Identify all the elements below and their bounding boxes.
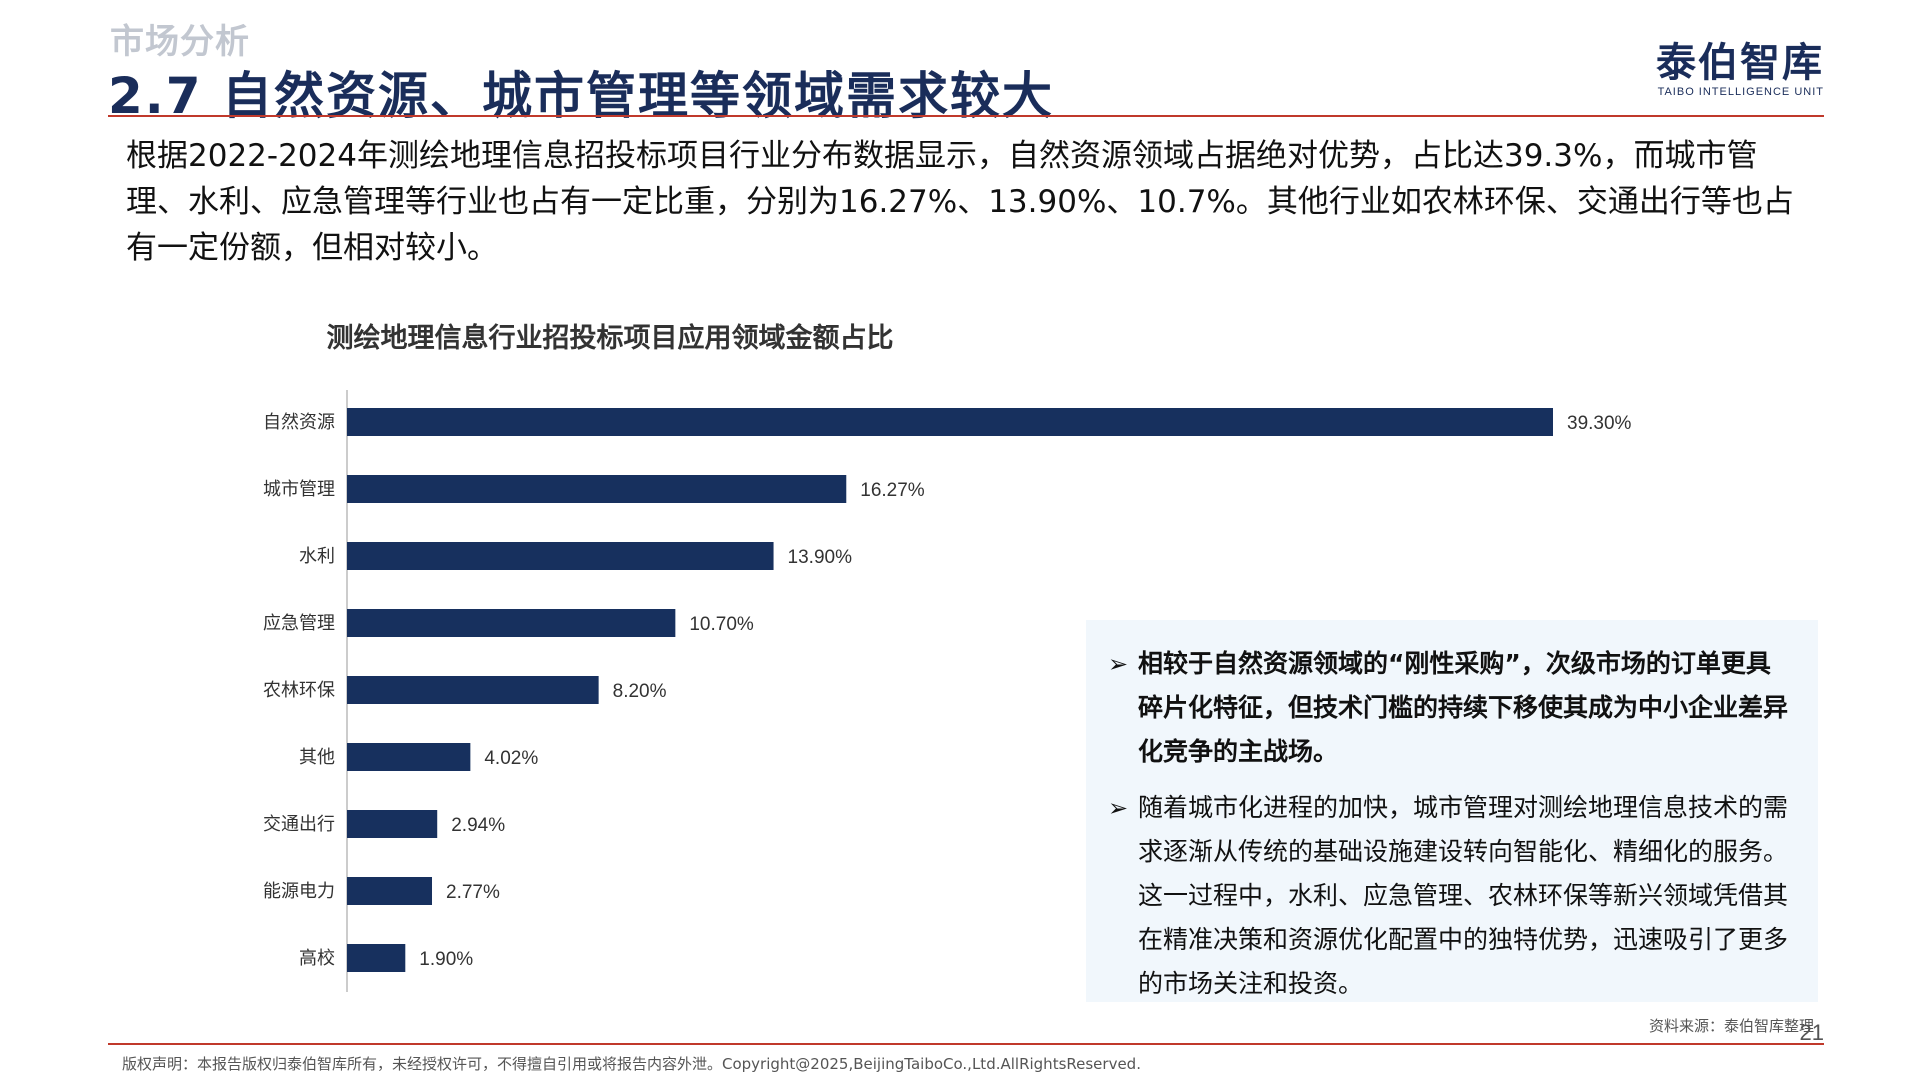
section-label: 市场分析	[110, 22, 250, 62]
data-label: 13.90%	[788, 547, 853, 568]
bar	[347, 944, 406, 972]
logo-subtitle: TAIBO INTELLIGENCE UNIT	[1657, 86, 1824, 98]
chart-title: 测绘地理信息行业招投标项目应用领域金额占比	[326, 323, 894, 354]
data-label: 2.94%	[451, 815, 505, 836]
category-label: 交通出行	[263, 814, 335, 835]
note-text: 相较于自然资源领域的“刚性采购”，次级市场的订单更具碎片化特征，但技术门槛的持续…	[1138, 649, 1789, 766]
category-label: 能源电力	[263, 881, 335, 902]
bar	[347, 743, 471, 771]
note-item: ➢ 随着城市化进程的加快，城市管理对测绘地理信息技术的需求逐渐从传统的基础设施建…	[1098, 786, 1788, 1006]
page-title: 2.7 自然资源、城市管理等领域需求较大	[108, 67, 1054, 125]
category-label: 农林环保	[263, 680, 335, 701]
bar-chart: 自然资源 39.30% 城市管理 16.27% 水利 13.90% 应急管理 10.70% 农林…	[263, 390, 1632, 992]
bar	[347, 475, 847, 503]
bar	[347, 810, 438, 838]
data-label: 10.70%	[689, 614, 754, 635]
page-number: 21	[1799, 1020, 1824, 1045]
note-item: ➢ 相较于自然资源领域的“刚性采购”，次级市场的订单更具碎片化特征，但技术门槛的…	[1098, 642, 1788, 774]
source-note: 资料来源：泰伯智库整理	[1648, 1017, 1814, 1035]
copyright-notice: 版权声明：本报告版权归泰伯智库所有，未经授权许可，不得擅自引用或将报告内容外泄。…	[122, 1055, 1141, 1073]
category-label: 应急管理	[263, 613, 335, 634]
data-label: 1.90%	[419, 949, 473, 970]
note-text: 随着城市化进程的加快，城市管理对测绘地理信息技术的需求逐渐从传统的基础设施建设转…	[1138, 793, 1789, 998]
data-label: 16.27%	[860, 480, 925, 501]
category-label: 水利	[299, 546, 335, 567]
category-label: 自然资源	[263, 412, 335, 433]
title-divider	[108, 115, 1824, 117]
bar	[347, 676, 599, 704]
data-label: 4.02%	[484, 748, 538, 769]
bar	[347, 408, 1553, 436]
data-label: 2.77%	[446, 882, 500, 903]
data-label: 39.30%	[1567, 413, 1632, 434]
category-label: 城市管理	[263, 479, 335, 500]
intro-paragraph: 根据2022-2024年测绘地理信息招投标项目行业分布数据显示，自然资源领域占据…	[126, 138, 1794, 266]
logo: 泰伯智库 TAIBO INTELLIGENCE UNIT	[1656, 30, 1824, 98]
footer-divider	[108, 1043, 1824, 1045]
data-label: 8.20%	[613, 681, 667, 702]
bar	[347, 877, 433, 905]
bar	[347, 609, 676, 637]
arrow-bullet-icon: ➢	[1107, 650, 1129, 678]
bar	[347, 542, 774, 570]
category-label: 其他	[299, 747, 335, 768]
arrow-bullet-icon: ➢	[1107, 794, 1129, 822]
notes-box: ➢ 相较于自然资源领域的“刚性采购”，次级市场的订单更具碎片化特征，但技术门槛的…	[1086, 620, 1818, 1002]
logo-text: 泰伯智库	[1656, 39, 1824, 86]
category-label: 高校	[299, 948, 335, 969]
